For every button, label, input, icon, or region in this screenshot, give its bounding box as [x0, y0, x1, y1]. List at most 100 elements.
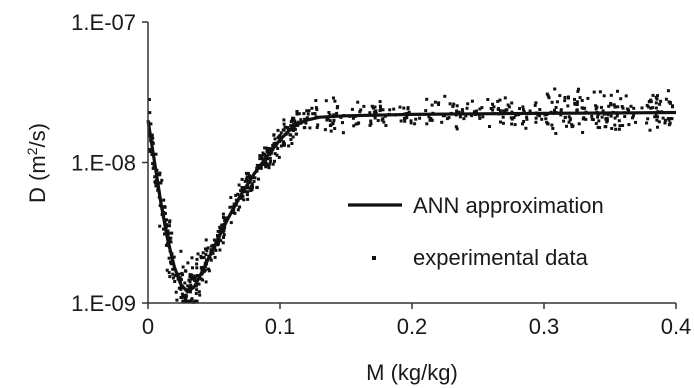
experimental-data-point	[509, 116, 513, 120]
experimental-data-point	[246, 171, 250, 175]
experimental-data-point	[376, 119, 380, 122]
experimental-data-point	[458, 115, 462, 119]
experimental-data-point	[151, 141, 155, 145]
experimental-data-point	[244, 177, 248, 181]
experimental-data-point	[522, 120, 526, 123]
experimental-data-point	[165, 218, 168, 222]
experimental-data-point	[291, 135, 295, 139]
experimental-data-point	[481, 115, 485, 119]
experimental-data-point	[151, 162, 155, 165]
experimental-data-point	[186, 261, 190, 265]
experimental-data-point	[492, 105, 496, 109]
experimental-data-point	[414, 117, 418, 121]
experimental-data-point	[332, 96, 335, 100]
experimental-data-point	[163, 232, 166, 236]
experimental-data-point	[562, 119, 566, 123]
experimental-data-point	[282, 122, 286, 126]
experimental-data-point	[314, 106, 318, 110]
experimental-data-point	[247, 186, 251, 190]
experimental-data-point	[670, 117, 674, 121]
experimental-data-point	[160, 178, 164, 182]
experimental-data-point	[667, 100, 671, 104]
experimental-data-point	[503, 96, 507, 100]
experimental-data-point	[470, 99, 474, 103]
experimental-data-point	[271, 144, 275, 147]
y-tick-label: 1.E-09	[71, 291, 136, 316]
experimental-data-point	[607, 104, 611, 108]
experimental-data-point	[162, 227, 165, 231]
experimental-data-point	[295, 110, 299, 114]
x-tick-label: 0	[142, 314, 154, 339]
experimental-data-point	[657, 120, 661, 124]
experimental-data-point	[282, 140, 286, 144]
experimental-data-point	[620, 105, 624, 108]
experimental-data-point	[175, 298, 179, 302]
experimental-data-point	[181, 265, 185, 269]
experimental-data-point	[303, 117, 307, 121]
experimental-data-point	[437, 101, 441, 105]
experimental-data-point	[616, 105, 620, 109]
experimental-data-point	[341, 121, 344, 125]
experimental-data-point	[332, 113, 336, 117]
experimental-data-point	[573, 101, 577, 105]
experimental-data-point	[609, 93, 613, 97]
experimental-data-point	[169, 260, 172, 264]
experimental-data-point	[437, 103, 440, 106]
experimental-data-point	[198, 293, 202, 297]
experimental-data-point	[447, 116, 451, 120]
experimental-data-point	[296, 120, 300, 124]
experimental-data-point	[263, 153, 267, 156]
experimental-data-point	[212, 238, 216, 242]
experimental-data-point	[275, 153, 279, 157]
experimental-data-point	[488, 125, 491, 128]
experimental-data-point	[599, 105, 603, 109]
experimental-data-point	[472, 110, 476, 114]
experimental-data-point	[304, 121, 308, 125]
experimental-data-point	[405, 116, 409, 119]
experimental-data-point	[216, 229, 220, 233]
experimental-data-point	[507, 105, 511, 109]
experimental-data-point	[428, 118, 432, 122]
experimental-data-point	[245, 186, 249, 190]
y-axis-title-sup: 2	[24, 147, 40, 155]
experimental-data-point	[154, 184, 158, 188]
experimental-data-point	[222, 216, 225, 219]
experimental-data-point	[528, 109, 532, 113]
experimental-data-point	[565, 124, 568, 128]
experimental-data-point	[294, 132, 298, 136]
experimental-data-point	[281, 128, 285, 132]
experimental-data-point	[266, 157, 270, 161]
experimental-data-point	[273, 137, 277, 141]
experimental-data-point	[505, 108, 509, 112]
experimental-data-point	[192, 274, 196, 278]
experimental-data-point	[398, 105, 402, 109]
experimental-data-point	[655, 118, 659, 122]
experimental-data-point	[207, 269, 211, 273]
experimental-data-point	[247, 175, 251, 179]
experimental-data-point	[190, 297, 194, 301]
experimental-data-point	[460, 108, 464, 112]
experimental-data-point	[618, 124, 622, 128]
experimental-data-point	[547, 96, 551, 100]
experimental-data-point	[279, 144, 283, 148]
y-axis-title-tail: /s)	[25, 123, 50, 147]
experimental-data-point	[269, 159, 273, 163]
experimental-data-point	[522, 108, 525, 112]
experimental-data-point	[170, 231, 174, 235]
experimental-data-point	[381, 108, 385, 112]
experimental-data-point	[250, 184, 254, 188]
experimental-data-point	[584, 117, 588, 121]
experimental-data-point	[392, 107, 396, 111]
experimental-data-point	[666, 89, 670, 93]
experimental-data-point	[538, 108, 542, 111]
experimental-data-point	[243, 179, 247, 183]
experimental-data-point	[195, 288, 199, 292]
experimental-data-point	[534, 120, 538, 124]
experimental-data-point	[632, 106, 636, 110]
experimental-data-point	[351, 116, 355, 120]
experimental-data-point	[621, 124, 625, 127]
experimental-data-point	[491, 108, 495, 112]
experimental-data-point	[457, 110, 461, 114]
experimental-data-point	[329, 129, 333, 133]
experimental-data-point	[648, 100, 652, 104]
